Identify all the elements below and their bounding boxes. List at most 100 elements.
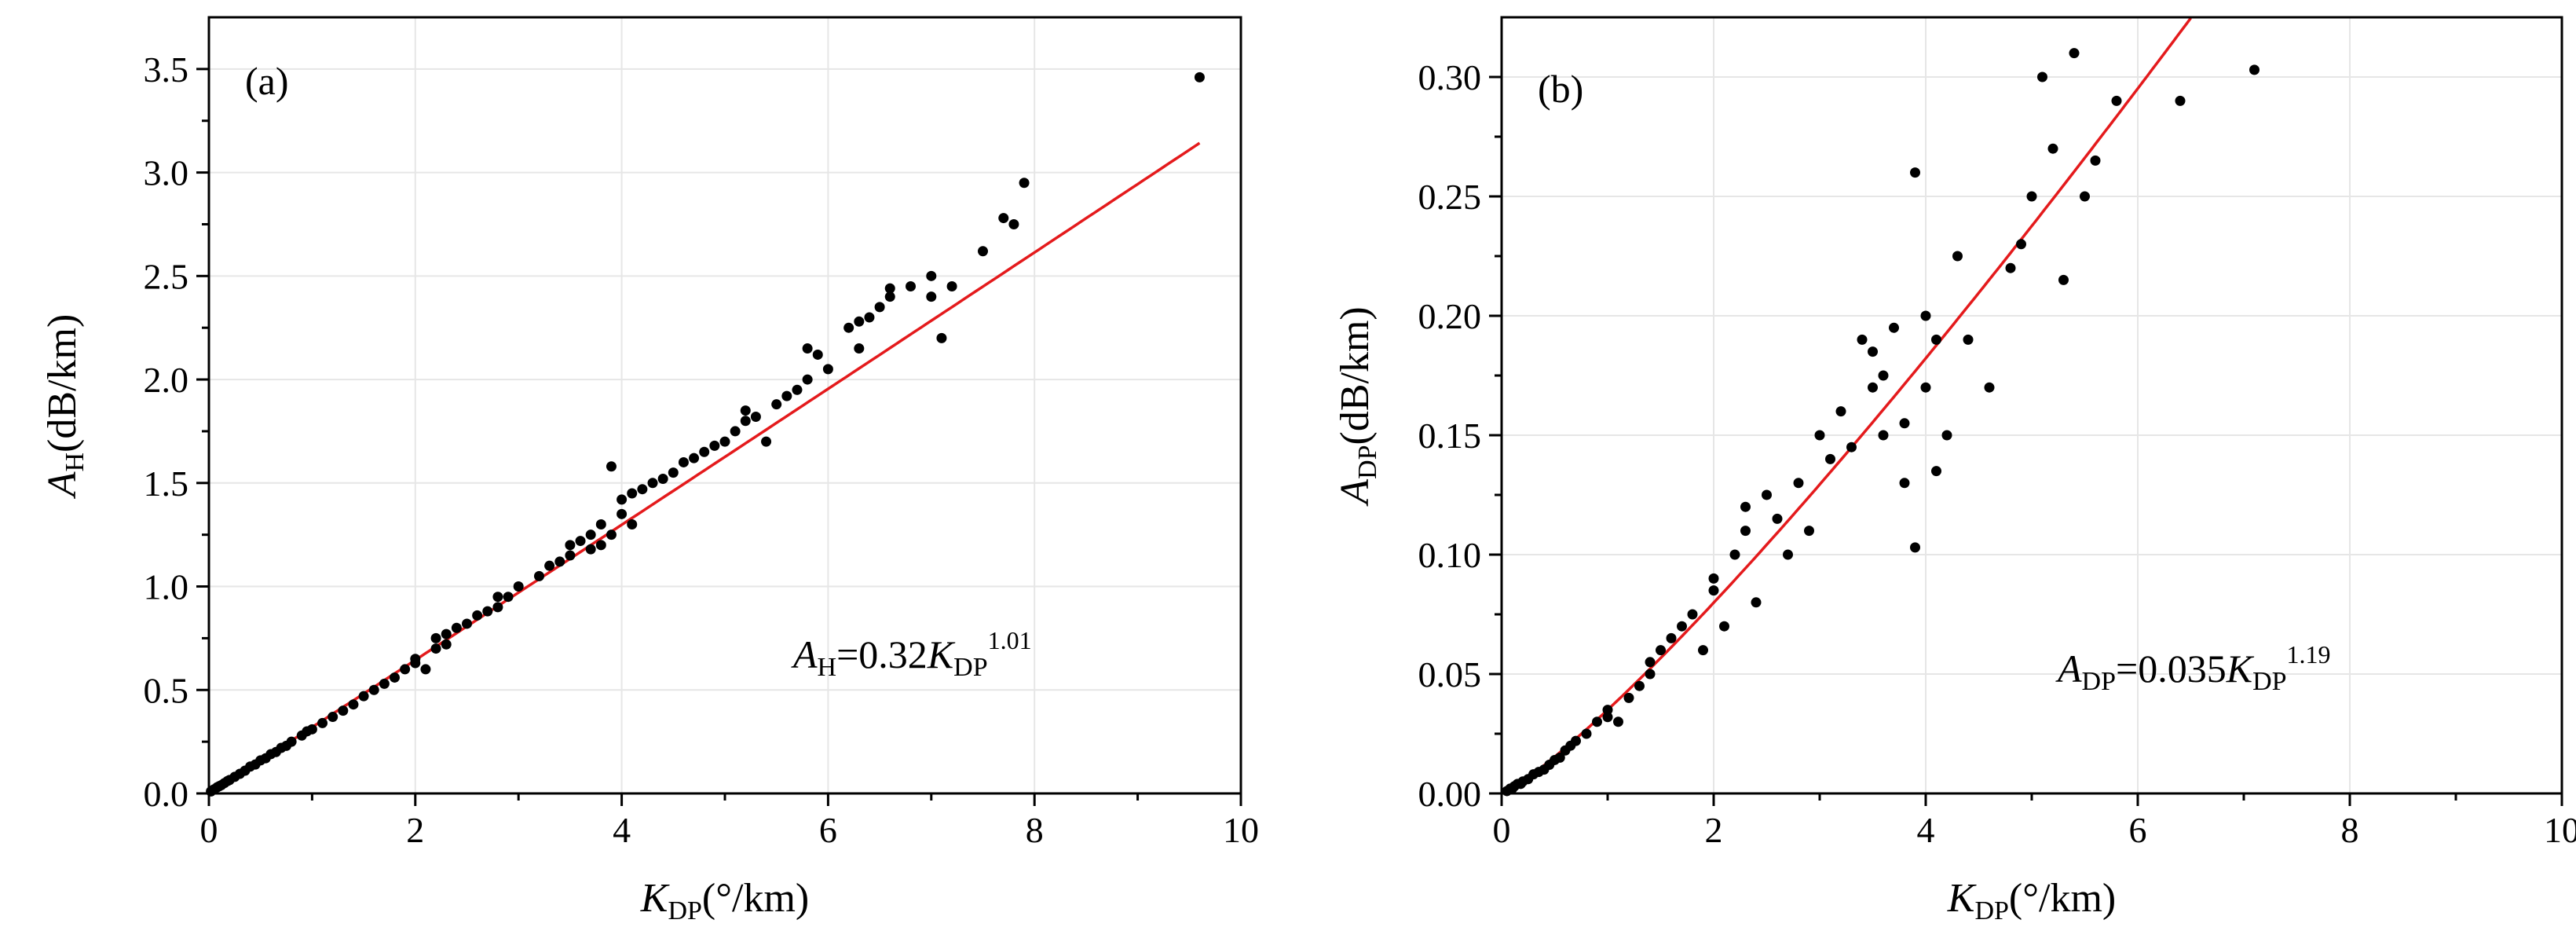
panel-a-data-point-52 — [575, 536, 586, 547]
panel-b-data-point-37 — [1751, 597, 1762, 608]
panel-b-data-point-33 — [1719, 621, 1729, 632]
panel-b-data-point-26 — [1656, 645, 1666, 656]
panel-a-data-point-34 — [420, 664, 431, 675]
panel-b-y-tick-label: 0.10 — [1418, 535, 1482, 575]
panel-a-equation: AH=0.32KDP1.01 — [791, 626, 1032, 682]
panel-b-data-point-59 — [1931, 466, 1941, 477]
panel-b-gridlines — [1502, 17, 2562, 793]
panel-a-data-point-66 — [668, 467, 679, 478]
panel-b-data-point-35 — [1740, 501, 1751, 512]
panel-b-x-tick-label: 4 — [1917, 810, 1935, 850]
panel-b-y-tick-label: 0.25 — [1418, 177, 1482, 217]
panel-a-data-point-71 — [719, 436, 730, 447]
panel-b-y-tick-label: 0.05 — [1418, 654, 1482, 694]
panel-a-data-point-25 — [338, 705, 349, 716]
panel-a-label: (a) — [245, 59, 289, 103]
panel-a-data-point-63 — [637, 484, 648, 495]
panel-b-x-axis-title: KDP(°/km) — [1947, 876, 2116, 925]
panel-b-data-point-41 — [1793, 478, 1804, 489]
panel-a-data-point-69 — [699, 446, 710, 457]
panel-b-data-point-38 — [1762, 489, 1772, 500]
panel-a-data-point-64 — [647, 478, 658, 489]
panel-a-data-point-39 — [451, 622, 462, 633]
panel-a-data-point-97 — [998, 213, 1009, 224]
panel-a-data-point-31 — [400, 664, 411, 675]
panel-a-data-point-81 — [802, 343, 813, 354]
panel-b-x-tick-label: 8 — [2341, 810, 2359, 850]
panel-a-data-point-96 — [978, 246, 988, 257]
panel-b-data-point-42 — [1804, 526, 1814, 537]
panel-a-data-point-59 — [617, 508, 628, 519]
panel-b-data-point-25 — [1645, 657, 1656, 668]
panel-b-data-point-73 — [2090, 155, 2101, 166]
panel-b-data-point-43 — [1814, 430, 1825, 441]
panel-a-data-point-56 — [595, 540, 606, 551]
panel-b-data-point-32 — [1708, 573, 1719, 584]
panel-b-data-point-30 — [1698, 645, 1708, 656]
panel-b-y-tick-label: 0.00 — [1418, 774, 1482, 814]
panel-a-x-tick-label: 4 — [613, 810, 631, 850]
panel-b-data-point-54 — [1899, 478, 1910, 489]
panel-a-data-point-77 — [771, 399, 782, 410]
panel-b-data-point-47 — [1857, 334, 1868, 345]
panel-a-plot-frame — [207, 16, 1242, 795]
panel-a-data-point-83 — [822, 364, 833, 375]
panel-a-data-point-68 — [689, 453, 700, 464]
panel-a-data-point-79 — [792, 384, 803, 395]
panel-a-y-tick-label: 2.5 — [144, 256, 189, 296]
panel-a-data-points — [206, 71, 1205, 797]
panel-a-y-tick-labels: 0.0 0.5 1.0 1.5 2.0 2.5 3.0 3.5 — [144, 49, 189, 814]
panel-b-data-point-24 — [1645, 669, 1656, 680]
panel-b-data-point-18 — [1592, 716, 1602, 727]
panel-b-data-point-29 — [1687, 609, 1698, 620]
panel-b-data-point-69 — [2047, 143, 2058, 154]
panel-b-data-point-60 — [1931, 334, 1941, 345]
panel-a-data-point-42 — [482, 606, 493, 617]
panel-a-data-point-94 — [936, 332, 947, 343]
panel-a-x-tick-label: 6 — [819, 810, 837, 850]
panel-a-data-point-74 — [740, 405, 751, 416]
panel-a-data-point-58 — [606, 461, 617, 472]
panel-b-data-point-71 — [2069, 48, 2080, 59]
panel-a-data-point-75 — [750, 411, 761, 422]
panel-b-ticks — [1489, 75, 2563, 806]
panel-a-y-tick-label: 2.0 — [144, 360, 189, 400]
panel-b-data-point-53 — [1899, 418, 1910, 429]
panel-a-data-point-23 — [317, 717, 328, 728]
panel-b-data-points — [1502, 48, 2259, 797]
panel-b-data-point-21 — [1613, 716, 1623, 727]
panel-a-y-tick-label: 3.5 — [144, 49, 189, 90]
panel-a-data-point-30 — [390, 672, 401, 683]
panel-a-data-point-44 — [492, 592, 503, 603]
panel-a-data-point-29 — [379, 678, 390, 689]
panel-a-data-point-82 — [812, 349, 823, 360]
panel-a-x-tick-labels: 0 2 4 6 8 10 — [200, 810, 1260, 850]
panel-a-data-point-90 — [884, 283, 895, 294]
panel-b-x-tick-label: 2 — [1705, 810, 1723, 850]
panel-a-data-point-50 — [565, 550, 576, 561]
panel-a-data-point-76 — [761, 436, 772, 447]
panel-b-data-point-76 — [2249, 64, 2259, 75]
panel-b-data-point-27 — [1666, 632, 1677, 643]
panel-a-y-axis-title: AH(dB/km) — [40, 314, 90, 500]
panel-a-data-point-41 — [472, 610, 483, 621]
panel-a-data-point-38 — [441, 628, 452, 639]
panel-a-data-point-24 — [327, 712, 338, 723]
panel-a-data-point-91 — [906, 281, 917, 292]
panel-b-data-point-64 — [1984, 382, 1995, 393]
panel-a-data-point-37 — [441, 639, 452, 650]
panel-b-data-point-72 — [2080, 191, 2090, 202]
panel-a-data-point-57 — [606, 529, 617, 540]
panel-a-data-point-99 — [1019, 178, 1030, 189]
panel-a-y-tick-label: 1.5 — [144, 464, 189, 504]
panel-b-data-point-44 — [1825, 453, 1835, 464]
panel-b-data-point-52 — [1889, 322, 1899, 333]
panel-a-data-point-85 — [854, 343, 865, 354]
panel-a-data-point-95 — [946, 281, 957, 292]
panel-b-data-point-68 — [2037, 71, 2047, 82]
panel-b: 0 2 4 6 8 10 0.00 0.05 0.10 0.15 0.20 0.25 0.30 (b)… — [1333, 16, 2576, 925]
panel-b-data-point-45 — [1835, 406, 1846, 417]
panel-b-y-tick-labels: 0.00 0.05 0.10 0.15 0.20 0.25 0.30 — [1418, 57, 1482, 814]
panel-b-data-point-46 — [1846, 442, 1857, 453]
